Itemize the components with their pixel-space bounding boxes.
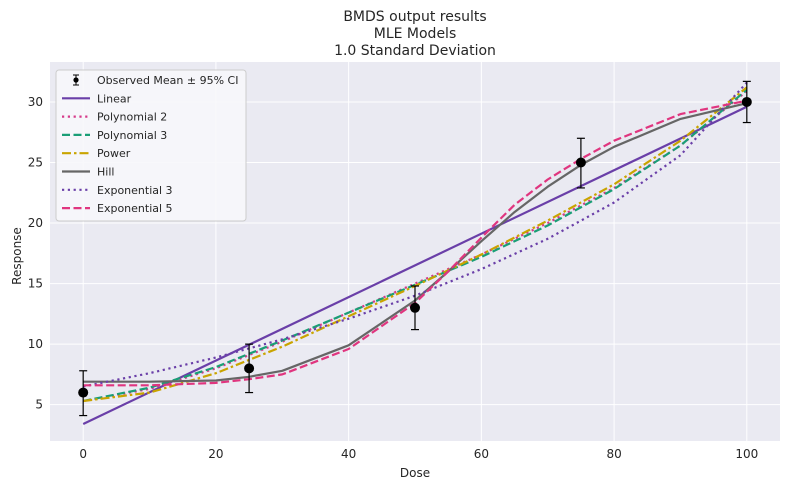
- legend-label: Power: [97, 147, 131, 160]
- tick-labels: 0 20 40 60 80 100 5 10 15 20 25 30: [28, 95, 759, 461]
- y-tick-label: 15: [28, 277, 43, 291]
- observed-mean-point: [575, 157, 586, 168]
- observed-mean-point: [410, 302, 420, 313]
- legend-label: Hill: [97, 166, 114, 179]
- x-axis-label: Dose: [400, 466, 430, 480]
- observed-mean-point: [78, 387, 89, 398]
- legend: Observed Mean ± 95% CI Linear Polynomial 2…: [55, 69, 247, 222]
- legend-label: Polynomial 3: [97, 129, 167, 142]
- x-tick-label: 20: [208, 447, 223, 461]
- y-axis-label: Response: [10, 227, 24, 285]
- observed-mean-point: [244, 363, 255, 374]
- y-tick-label: 5: [35, 398, 43, 412]
- y-tick-label: 25: [28, 156, 43, 170]
- legend-label: Exponential 3: [97, 184, 173, 197]
- y-tick-label: 20: [28, 216, 43, 230]
- x-tick-label: 60: [474, 447, 489, 461]
- y-tick-label: 10: [28, 337, 43, 351]
- observed-points: [78, 80, 752, 417]
- series-line-exponential-5: [83, 99, 748, 387]
- grid: [50, 62, 780, 441]
- x-tick-label: 80: [606, 447, 621, 461]
- legend-label: Polynomial 2: [97, 111, 167, 124]
- chart-title-line-1: BMDS output results: [343, 9, 486, 25]
- x-tick-label: 100: [735, 447, 758, 461]
- y-tick-label: 30: [28, 95, 43, 109]
- x-tick-label: 40: [341, 447, 356, 461]
- legend-label: Observed Mean ± 95% CI: [97, 74, 238, 87]
- chart-title-line-3: 1.0 Standard Deviation: [334, 43, 496, 59]
- legend-label: Exponential 5: [97, 202, 173, 215]
- observed-mean-point: [741, 96, 752, 107]
- legend-box: [55, 69, 247, 222]
- series-line-linear: [82, 105, 748, 425]
- legend-label: Linear: [97, 92, 132, 105]
- x-tick-label: 0: [79, 447, 87, 461]
- chart-title-line-2: MLE Models: [374, 26, 457, 42]
- legend-swatch-observed-dot: [73, 77, 79, 83]
